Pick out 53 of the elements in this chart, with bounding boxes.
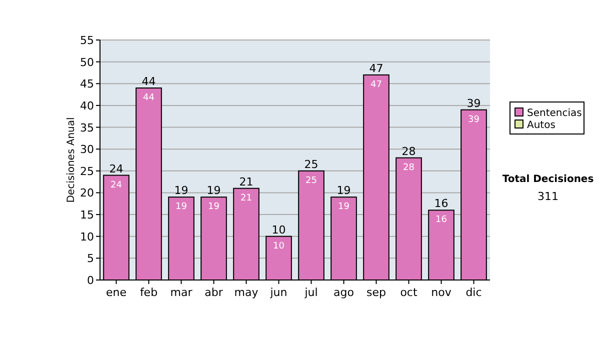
text: Total Decisiones <box>502 174 594 185</box>
total-label: 10 <box>272 223 286 236</box>
total-label: 19 <box>336 184 351 198</box>
x-tick-label: nov <box>431 286 452 299</box>
data-label: 24 <box>110 180 122 190</box>
y-tick-label: 10 <box>80 230 94 244</box>
total-label: 21 <box>239 175 254 188</box>
x-tick-label: ago <box>334 286 354 299</box>
text: 311 <box>538 190 558 203</box>
total-label: 24 <box>109 162 124 176</box>
x-tick-label: dic <box>466 286 482 299</box>
y-tick-label: 15 <box>80 208 94 222</box>
data-label: 19 <box>176 202 188 212</box>
total-label: 39 <box>466 96 481 110</box>
data-label: 10 <box>273 241 285 252</box>
data-label: 28 <box>403 162 415 173</box>
data-label: 39 <box>468 114 480 125</box>
total-label: 28 <box>402 144 416 158</box>
x-tick-label: may <box>234 286 259 299</box>
y-tick-label: 30 <box>80 143 94 156</box>
y-tick-label: 55 <box>80 34 94 47</box>
legend-label: Sentencias <box>527 108 582 119</box>
data-label: 16 <box>436 215 448 226</box>
x-tick-label: jul <box>304 286 318 299</box>
x-tick-label: ene <box>106 286 127 299</box>
y-tick-label: 20 <box>80 186 94 200</box>
data-label: 19 <box>208 202 220 212</box>
y-tick-label: 45 <box>80 78 94 91</box>
data-label: 25 <box>306 176 317 186</box>
x-tick-label: feb <box>140 286 158 299</box>
y-tick-label: 40 <box>80 99 94 112</box>
total-label: 19 <box>174 184 188 198</box>
x-tick-label: oct <box>400 286 418 299</box>
total-label: 47 <box>369 62 384 75</box>
data-label: 44 <box>143 93 155 103</box>
x-tick-label: jun <box>269 286 288 299</box>
x-tick-label: mar <box>170 286 193 299</box>
x-tick-label: abr <box>204 286 224 299</box>
total-label: 25 <box>304 158 318 171</box>
y-tick-label: 50 <box>80 56 94 69</box>
total-label: 44 <box>142 75 156 88</box>
legend-label: Autos <box>527 120 556 131</box>
data-label: 21 <box>240 193 252 204</box>
y-tick-label: 25 <box>80 164 94 178</box>
y-tick-label: 35 <box>80 121 94 134</box>
total-label: 19 <box>206 184 221 198</box>
y-tick-label: 5 <box>87 252 94 266</box>
y-tick-label: 0 <box>87 274 94 287</box>
data-label: 47 <box>370 80 382 90</box>
total-label: 16 <box>434 197 448 210</box>
x-tick-label: sep <box>366 286 386 299</box>
y-axis-title: Decisiones Anual <box>66 117 77 203</box>
data-label: 19 <box>338 202 350 212</box>
